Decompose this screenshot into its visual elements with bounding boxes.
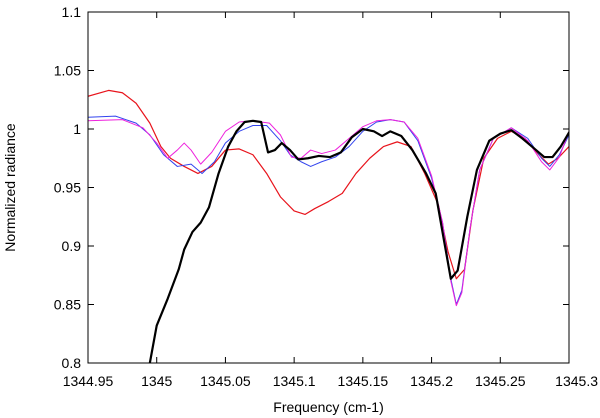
- x-tick-label: 1345.05: [200, 373, 251, 389]
- series-layer: [88, 89, 569, 363]
- y-tick-label: 0.85: [54, 297, 81, 313]
- series-line-1: [88, 89, 569, 280]
- x-tick-label: 1345.2: [410, 373, 453, 389]
- y-tick-label: 0.9: [62, 238, 82, 254]
- y-tick-label: 1.05: [54, 63, 81, 79]
- x-tick-label: 1344.95: [63, 373, 114, 389]
- y-tick-label: 0.95: [54, 180, 81, 196]
- y-axis-title: Normalized radiance: [2, 123, 18, 252]
- plot-frame: [87, 11, 570, 364]
- series-line-4: [148, 119, 569, 363]
- x-tick-label: 1345.25: [475, 373, 526, 389]
- x-tick-label: 1345.3: [555, 373, 598, 389]
- series-line-3: [88, 119, 569, 307]
- x-tick-label: 1345.15: [338, 373, 389, 389]
- x-axis-title: Frequency (cm-1): [273, 399, 383, 415]
- y-tick-label: 1.1: [62, 4, 82, 20]
- x-tick-label: 1345: [141, 373, 172, 389]
- x-tick-label: 1345.1: [273, 373, 316, 389]
- y-axis: 0.8 0.85 0.9 0.95 1 1.05 1.1: [54, 4, 569, 371]
- x-axis: 1344.95 1345 1345.05 1345.1 1345.15 1345.2 134…: [63, 12, 598, 389]
- y-tick-label: 1: [73, 121, 81, 137]
- y-tick-label: 0.8: [62, 355, 82, 371]
